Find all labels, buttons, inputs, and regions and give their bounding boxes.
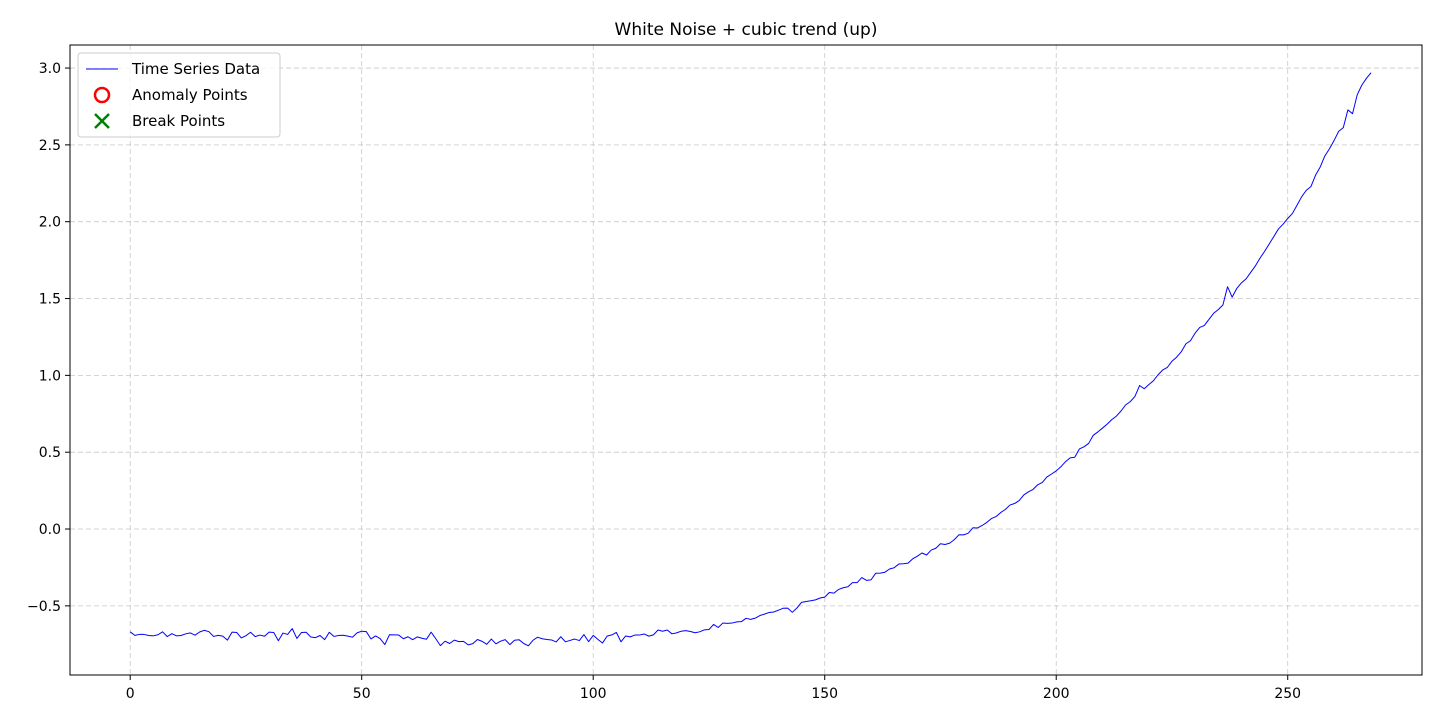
- y-tick-label: 2.0: [39, 215, 61, 231]
- x-tick-label: 200: [1043, 686, 1070, 702]
- legend-x-icon: [94, 113, 110, 129]
- y-tick-label: 3.0: [39, 61, 61, 77]
- x-axis: 0 50 100 150 200 250: [126, 675, 1301, 702]
- y-tick-label: 1.5: [39, 292, 61, 308]
- x-tick-label: 100: [580, 686, 607, 702]
- y-tick-label: 1.0: [39, 368, 61, 384]
- y-axis: −0.5 0.0 0.5 1.0 1.5 2.0 2.5 3.0: [27, 61, 70, 615]
- series-line-time-series-data: [129, 72, 1372, 647]
- y-tick-label: 0.5: [39, 445, 61, 461]
- plot-area: [129, 72, 1372, 647]
- x-tick-label: 250: [1274, 686, 1301, 702]
- legend-circle-icon: [93, 86, 111, 104]
- legend-label-time-series: Time Series Data: [131, 60, 260, 78]
- grid: [70, 45, 1422, 675]
- legend-box: [77, 52, 281, 138]
- y-tick-label: −0.5: [27, 599, 61, 615]
- x-tick-label: 0: [126, 686, 135, 702]
- legend-label-anomaly: Anomaly Points: [132, 86, 248, 104]
- x-tick-label: 50: [353, 686, 371, 702]
- y-tick-label: 2.5: [39, 138, 61, 154]
- y-tick-label: 0.0: [39, 522, 61, 538]
- legend: Time Series Data Anomaly Points Break Po…: [77, 52, 281, 138]
- chart-title: White Noise + cubic trend (up): [615, 20, 878, 40]
- legend-label-break: Break Points: [132, 112, 225, 130]
- x-tick-label: 150: [811, 686, 838, 702]
- axes-frame: [69, 44, 1423, 676]
